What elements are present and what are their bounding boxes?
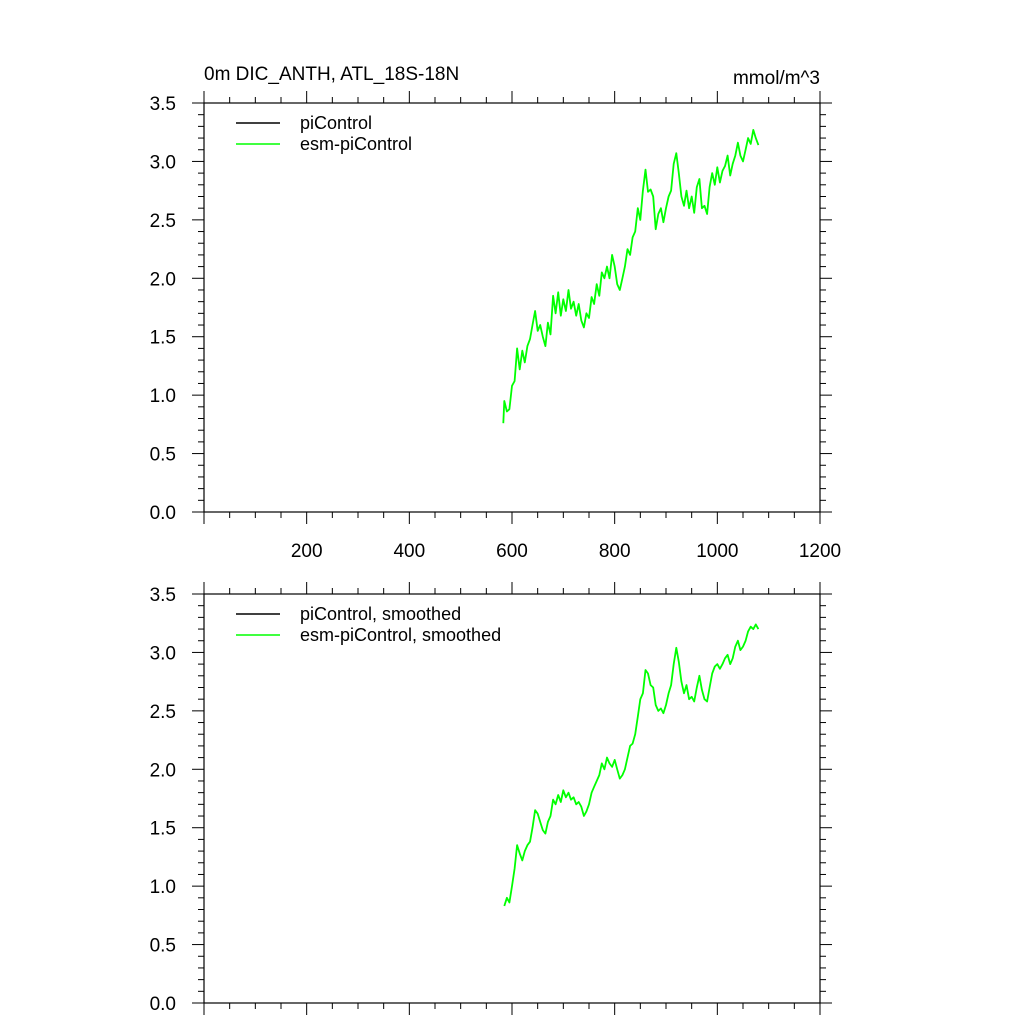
chart-panel-2: 0.0 0.5 1.0 1.5 2.0 2.5 3.0 3.5 piControl, smoot… [150, 582, 832, 1015]
chart-panel-1: 200 400 600 800 1000 1200 0.0 0.5 1.0 1.5 2.0 2.5 3.… [150, 91, 841, 562]
legend-label: esm-piControl, smoothed [300, 625, 501, 645]
y-tick-label: 0.0 [150, 994, 176, 1015]
x-tick-label: 400 [393, 541, 425, 562]
legend-label: esm-piControl [300, 134, 412, 154]
y-tick-label: 2.0 [150, 269, 176, 290]
y-tick-label: 3.0 [150, 152, 176, 173]
y-tick-label: 2.5 [150, 211, 176, 232]
y-tick-label: 2.0 [150, 760, 176, 781]
y-tick-label: 1.0 [150, 877, 176, 898]
y-tick-label: 0.0 [150, 503, 176, 524]
series-line-2 [502, 128, 760, 424]
y-tick-label: 1.5 [150, 819, 176, 840]
series-line-2 [503, 623, 760, 907]
units-label: mmol/m^3 [732, 68, 820, 89]
legend-label: piControl [300, 113, 372, 133]
y-tick-label: 1.0 [150, 386, 176, 407]
y-tick-label: 3.0 [150, 643, 176, 664]
plot-frame [203, 102, 821, 513]
x-tick-label: 1000 [696, 541, 738, 562]
x-tick-label: 1200 [799, 541, 841, 562]
y-tick-label: 1.5 [150, 328, 176, 349]
x-tick-label: 200 [291, 541, 323, 562]
y-tick-label: 0.5 [150, 936, 176, 957]
y-tick-label: 2.5 [150, 702, 176, 723]
x-tick-label: 600 [496, 541, 528, 562]
x-tick-label: 800 [599, 541, 631, 562]
y-tick-label: 0.5 [150, 445, 176, 466]
y-tick-label: 3.5 [150, 94, 176, 115]
legend-label: piControl, smoothed [300, 604, 461, 624]
y-tick-label: 3.5 [150, 585, 176, 606]
chart-title: 0m DIC_ANTH, ATL_18S-18N [204, 64, 460, 85]
